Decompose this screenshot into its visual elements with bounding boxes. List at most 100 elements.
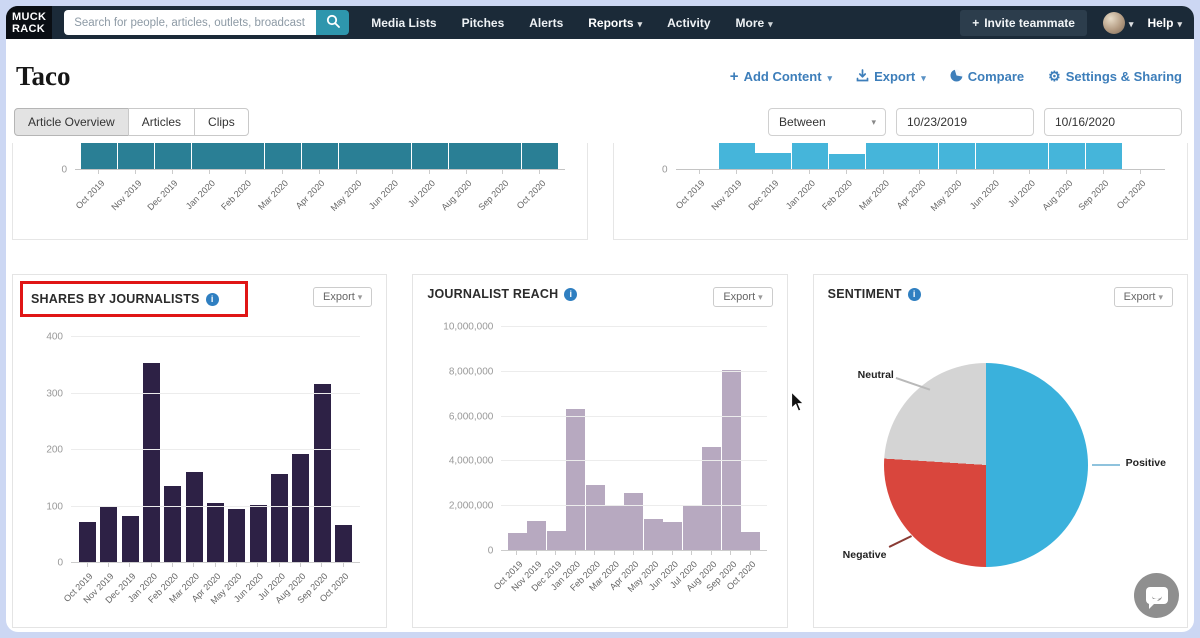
bar-nov-2019 bbox=[527, 521, 547, 550]
card-title: SHARES BY JOURNALISTS bbox=[31, 292, 200, 306]
card-title-wrap: SENTIMENT bbox=[828, 287, 921, 301]
y-axis-tick: 0 bbox=[487, 545, 494, 557]
chevron-down-icon bbox=[920, 69, 926, 84]
bar-jun-2020 bbox=[249, 505, 267, 562]
y-axis-tick: 300 bbox=[46, 388, 63, 399]
help-menu[interactable]: Help bbox=[1147, 16, 1182, 30]
invite-teammate-button[interactable]: + Invite teammate bbox=[960, 9, 1087, 36]
add-content-button[interactable]: Add Content bbox=[730, 68, 832, 85]
end-date-field[interactable] bbox=[1044, 108, 1182, 136]
x-axis-label: Oct 2020 bbox=[514, 170, 559, 228]
card-export-button[interactable]: Export bbox=[1113, 287, 1173, 307]
x-axis-label: Oct 2019 bbox=[62, 563, 98, 621]
x-axis-label: Jan 2020 bbox=[125, 563, 162, 621]
nav-item-more[interactable]: More bbox=[736, 16, 773, 30]
chevron-down-icon bbox=[764, 16, 773, 30]
bar-column bbox=[191, 143, 228, 169]
card-title: JOURNALIST REACH bbox=[427, 287, 559, 301]
bar-mar-2020 bbox=[865, 143, 902, 169]
compare-button[interactable]: Compare bbox=[950, 68, 1024, 85]
card-export-button[interactable]: Export bbox=[313, 287, 373, 307]
bar-column bbox=[1049, 143, 1086, 169]
info-icon[interactable] bbox=[564, 287, 578, 301]
bar-dec-2019 bbox=[121, 516, 139, 562]
x-axis-label: May 2020 bbox=[626, 551, 663, 609]
articles-bar-chart: 0 Oct 2019 Nov 2019 Dec 2019 Jan 2020 Feb 20… bbox=[13, 143, 587, 228]
bar-aug-2020 bbox=[702, 447, 722, 550]
x-axis-label: Mar 2020 bbox=[167, 563, 205, 621]
bar-may-2020 bbox=[643, 519, 663, 550]
tab-article-overview[interactable]: Article Overview bbox=[14, 108, 129, 136]
plus-icon bbox=[730, 68, 739, 85]
x-axis-label: Jan 2020 bbox=[784, 170, 829, 228]
bar-jun-2020 bbox=[975, 143, 1012, 169]
nav-item-activity[interactable]: Activity bbox=[667, 15, 711, 30]
y-axis-tick: 8,000,000 bbox=[448, 366, 494, 378]
nav-item-pitches[interactable]: Pitches bbox=[461, 15, 505, 30]
tab-articles[interactable]: Articles bbox=[127, 108, 196, 136]
bar-oct-2019 bbox=[507, 533, 527, 550]
chevron-down-icon bbox=[827, 69, 833, 84]
y-axis-tick: 6,000,000 bbox=[448, 411, 494, 423]
y-axis-tick: 2,000,000 bbox=[448, 500, 494, 512]
bar-column bbox=[682, 327, 702, 550]
y-axis-tick: 10,000,000 bbox=[443, 321, 494, 333]
bar-column bbox=[184, 337, 205, 562]
bar-column bbox=[118, 143, 155, 169]
gridline bbox=[71, 392, 361, 394]
search-button[interactable] bbox=[316, 10, 350, 35]
chevron-down-icon bbox=[1125, 16, 1134, 30]
settings-sharing-button[interactable]: Settings & Sharing bbox=[1048, 68, 1182, 85]
date-range-operator-select[interactable]: Between bbox=[768, 108, 886, 136]
info-icon[interactable] bbox=[205, 292, 219, 306]
export-button[interactable]: Export bbox=[856, 68, 926, 85]
bar-column bbox=[290, 337, 311, 562]
card-export-button[interactable]: Export bbox=[713, 287, 773, 307]
chevron-down-icon bbox=[1155, 291, 1163, 303]
bar-column bbox=[448, 143, 485, 169]
muckrack-logo[interactable]: MUCK RACK bbox=[6, 6, 53, 39]
download-icon bbox=[856, 68, 869, 85]
user-menu[interactable] bbox=[1102, 11, 1134, 34]
bar-column bbox=[682, 143, 719, 169]
sentiment-card: SENTIMENT Export Neutral Positive Negati… bbox=[812, 274, 1188, 628]
global-search bbox=[64, 10, 350, 35]
top-navbar: MUCK RACK Media Lists Pitches Alerts Rep… bbox=[6, 6, 1194, 39]
bar-column bbox=[485, 143, 522, 169]
app-window: MUCK RACK Media Lists Pitches Alerts Rep… bbox=[6, 6, 1194, 632]
bar-dec-2019 bbox=[154, 143, 191, 169]
nav-item-alerts[interactable]: Alerts bbox=[529, 15, 564, 30]
info-icon[interactable] bbox=[907, 287, 921, 301]
y-axis-tick: 0 bbox=[61, 164, 67, 176]
bar-nov-2019 bbox=[100, 507, 118, 562]
y-axis-tick: 0 bbox=[57, 557, 63, 569]
x-axis-label: Aug 2020 bbox=[439, 170, 485, 228]
chevron-down-icon bbox=[1173, 16, 1182, 30]
nav-item-reports[interactable]: Reports bbox=[588, 16, 642, 30]
shares-by-journalists-bar-chart: 0 100 200 300 400 Oct 2019 Nov 2019 Dec 2019 Ja… bbox=[27, 332, 372, 621]
gridline bbox=[71, 336, 361, 337]
leader-line bbox=[1091, 464, 1120, 466]
x-axis-label: Dec 2019 bbox=[529, 551, 565, 609]
start-date-field[interactable] bbox=[896, 108, 1034, 136]
chat-launcher-button[interactable] bbox=[1134, 573, 1179, 618]
x-axis-label: Mar 2020 bbox=[857, 170, 902, 228]
x-axis-label: Feb 2020 bbox=[219, 170, 265, 228]
x-axis-label: Aug 2020 bbox=[274, 563, 311, 621]
y-axis-tick: 400 bbox=[46, 331, 63, 343]
gridline bbox=[501, 460, 767, 462]
bar-jun-2020 bbox=[663, 522, 683, 550]
bar-dec-2019 bbox=[546, 531, 566, 550]
nav-item-media-lists[interactable]: Media Lists bbox=[371, 15, 437, 30]
search-input[interactable] bbox=[64, 10, 317, 35]
tab-clips[interactable]: Clips bbox=[194, 108, 249, 136]
bar-jul-2020 bbox=[271, 474, 289, 562]
journalist-reach-bar-chart: 0 2,000,000 4,000,000 6,000,000 8,000,000 10,… bbox=[427, 322, 772, 609]
date-filters: Between bbox=[768, 108, 1182, 136]
x-axis-label: Dec 2019 bbox=[146, 170, 191, 228]
bar-column bbox=[269, 337, 290, 562]
x-axis-label: Jul 2020 bbox=[1006, 170, 1049, 228]
view-tabs: Article Overview Articles Clips bbox=[14, 108, 249, 136]
y-axis-tick: 0 bbox=[661, 164, 668, 176]
y-axis-tick: 4,000,000 bbox=[448, 455, 494, 467]
